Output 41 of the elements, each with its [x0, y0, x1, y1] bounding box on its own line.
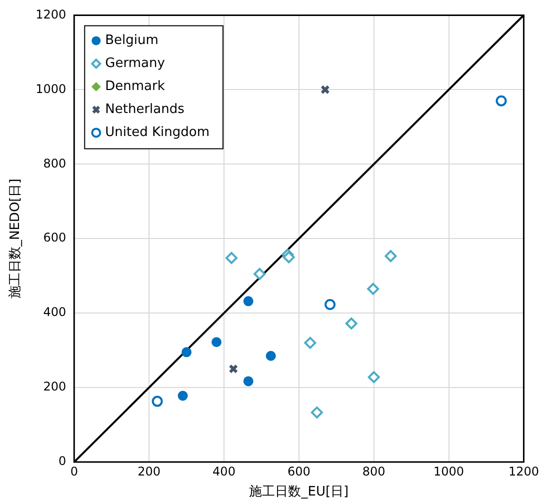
y-tick-label: 1200 — [36, 7, 66, 22]
y-tick-label: 0 — [58, 454, 66, 468]
y-tick-label: 1000 — [36, 82, 66, 96]
point — [320, 84, 330, 94]
legend-label: United Kingdom — [105, 125, 210, 140]
x-tick-label: 1000 — [434, 464, 464, 478]
point — [182, 347, 192, 358]
x-tick-label: 0 — [70, 464, 78, 478]
point — [228, 364, 238, 374]
y-tick-label: 200 — [43, 380, 66, 394]
point — [243, 376, 254, 386]
point — [324, 299, 336, 310]
point — [282, 251, 295, 264]
legend-label: Netherlands — [105, 102, 185, 118]
y-tick-label: 400 — [43, 305, 66, 320]
y-tick-label: 800 — [43, 156, 66, 170]
y-axis-title: 施工日数_NEDO[日] — [8, 178, 24, 299]
x-axis-title: 施工日数_EU[日] — [249, 484, 349, 500]
x-tick-label: 400 — [212, 464, 236, 478]
legend-label: Germany — [105, 56, 166, 72]
x-tick-label: 600 — [287, 464, 310, 478]
point — [384, 250, 397, 262]
point — [225, 252, 238, 264]
point — [367, 282, 380, 295]
point — [243, 296, 254, 306]
point — [345, 317, 358, 330]
y-tick-label: 600 — [43, 230, 66, 245]
point — [212, 337, 222, 348]
point — [304, 336, 316, 349]
point — [152, 396, 163, 407]
point — [266, 350, 276, 361]
point — [178, 390, 188, 401]
x-tick-label: 800 — [362, 464, 386, 478]
point — [368, 371, 380, 384]
point — [310, 406, 323, 418]
point — [496, 95, 507, 106]
x-tick-label: 200 — [138, 464, 161, 478]
x-tick-label: 1200 — [508, 464, 540, 478]
point — [254, 268, 266, 280]
legend-label: Denmark — [105, 79, 166, 94]
legend-label: Belgium — [105, 33, 158, 48]
